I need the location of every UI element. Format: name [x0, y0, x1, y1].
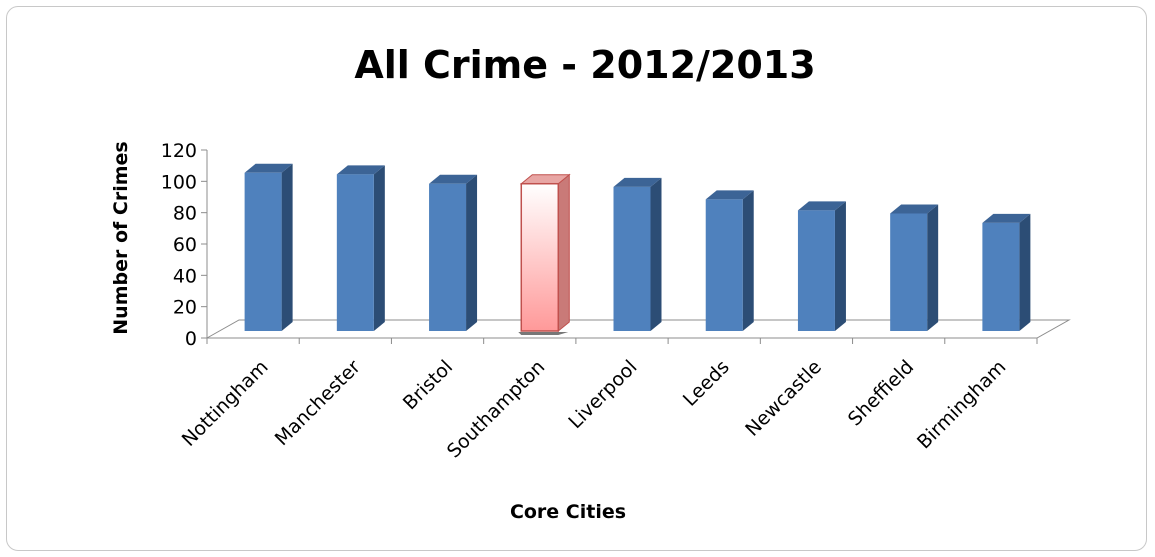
- bar-side: [557, 173, 570, 333]
- y-tick-label: 0: [185, 328, 197, 350]
- bar-newcastle: [797, 201, 846, 331]
- bar-front: [797, 210, 835, 331]
- x-tick-label: Sheffield: [844, 356, 918, 430]
- bar-side: [1019, 213, 1031, 331]
- x-tick-label: Manchester: [271, 356, 365, 450]
- bar-front: [244, 172, 282, 331]
- y-tick-label: 60: [173, 234, 197, 256]
- bar-side: [466, 174, 478, 331]
- y-tick-label: 100: [161, 171, 197, 193]
- bar-top: [336, 165, 385, 175]
- bar-front: [520, 182, 560, 332]
- x-tick-label: Leeds: [679, 356, 734, 411]
- x-tick-label: Birmingham: [913, 356, 1010, 453]
- x-tick-label: Newcastle: [741, 356, 826, 441]
- x-tick-label: Southampton: [443, 356, 549, 462]
- y-tick-label: 20: [173, 297, 197, 319]
- bar-side: [742, 190, 754, 331]
- bar-shadow: [518, 332, 569, 335]
- bar-top: [613, 177, 662, 187]
- bar-top: [429, 174, 478, 184]
- bar-southampton: [518, 173, 571, 335]
- x-tick-label: Nottingham: [178, 356, 273, 451]
- chart-frame: [6, 6, 1147, 551]
- bar-liverpool: [613, 177, 662, 331]
- x-tick-label: Bristol: [399, 356, 457, 414]
- bar-side: [281, 163, 293, 331]
- bar-side: [927, 204, 939, 331]
- bar-front: [336, 174, 374, 331]
- bar-front: [982, 222, 1020, 331]
- bar-front: [890, 213, 928, 331]
- axes: 0 20 40 60 80 100 120: [161, 140, 1038, 350]
- y-axis-title: Number of Crimes: [110, 141, 132, 334]
- bar-front: [613, 186, 651, 331]
- bar-nottingham: [244, 163, 293, 331]
- bar-top: [705, 190, 754, 200]
- x-axis-title: Core Cities: [510, 501, 626, 523]
- bars: [244, 163, 1031, 335]
- bar-side: [373, 165, 385, 331]
- y-tick-label: 120: [161, 140, 197, 162]
- bar-leeds: [705, 190, 754, 331]
- bar-top: [982, 213, 1031, 223]
- bar-top: [890, 204, 939, 214]
- bar-top: [244, 163, 293, 173]
- bar-top: [797, 201, 846, 211]
- bar-bristol: [429, 174, 478, 331]
- chart-title: All Crime - 2012/2013: [354, 43, 815, 87]
- bar-sheffield: [890, 204, 939, 331]
- bar-front: [705, 199, 743, 331]
- bar-birmingham: [982, 213, 1031, 331]
- bar-front: [429, 183, 467, 331]
- y-tick-label: 40: [173, 265, 197, 287]
- bar-manchester: [336, 165, 385, 331]
- bar-side: [834, 201, 846, 331]
- x-tick-label: Liverpool: [564, 356, 641, 433]
- bar-side: [650, 177, 662, 331]
- y-tick-label: 80: [173, 203, 197, 225]
